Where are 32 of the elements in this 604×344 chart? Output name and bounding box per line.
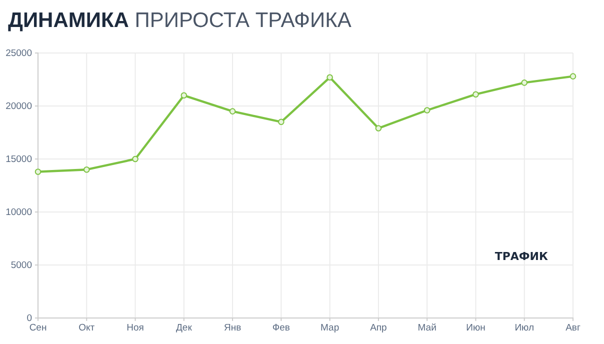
x-tick-label: Фев [272,322,290,334]
point [83,166,90,173]
y-tick-label: 15000 [6,154,32,166]
x-tick-label: Май [418,322,436,334]
x-tick-label: Июн [466,322,486,334]
point [424,107,430,114]
point [34,168,42,175]
x-tick-label: Окт [78,322,96,334]
point [132,156,138,162]
x-tick-label: Ноя [126,322,144,334]
point [521,80,528,86]
x-tick-label: Апр [370,322,387,334]
x-tick-label: Сен [29,322,47,334]
x-tick-label: Авг [566,322,581,334]
point [375,125,382,132]
point [278,118,284,126]
x-tick-label: Июл [514,322,534,334]
y-tick-label: 20000 [6,101,32,112]
chart-title: ДИНАМИКА ПРИРОСТА ТРАФИКА [8,9,352,32]
point [229,108,236,114]
point [570,73,576,80]
y-tick-label: 25000 [6,48,32,60]
text: ТРАФИК [494,250,548,263]
y-tick-label: 10000 [6,207,32,218]
x-tick-label: Янв [224,322,242,334]
point [180,92,188,99]
y-tick-label: 0 [26,313,32,324]
y-tick-label: 5000 [10,260,32,272]
point [326,74,333,81]
x-tick-label: Мар [320,322,340,334]
point [472,91,479,98]
x-tick-label: Дек [176,322,193,334]
